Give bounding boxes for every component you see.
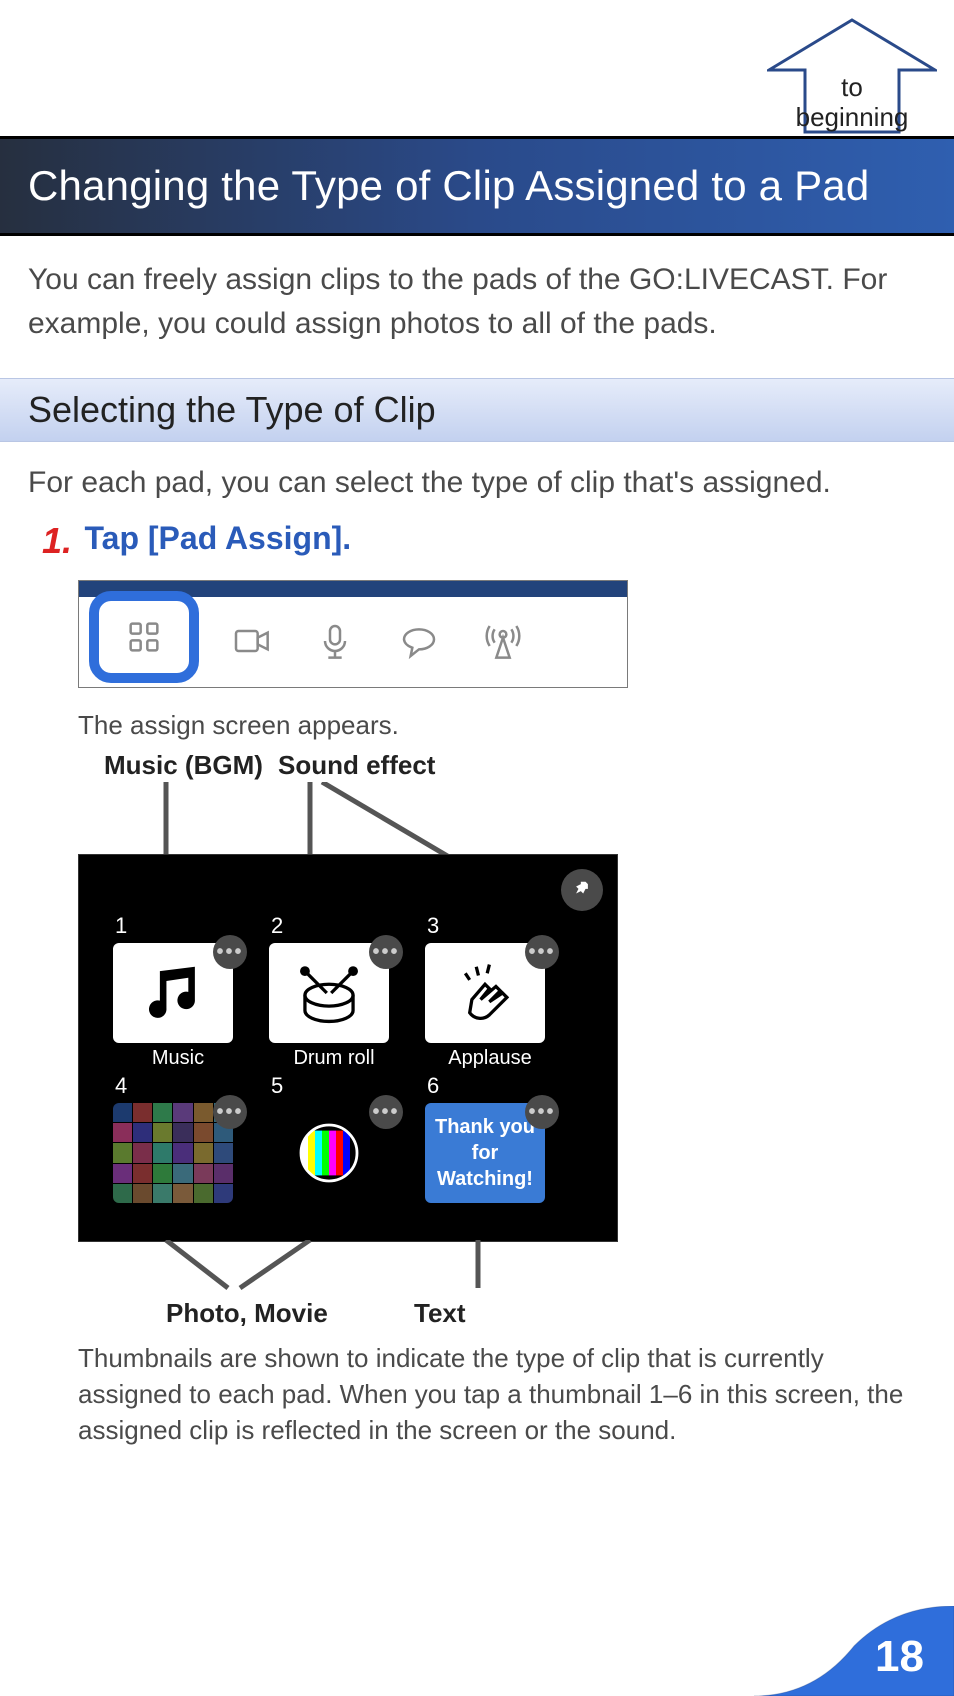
subheading-paragraph: For each pad, you can select the type of… [28, 466, 926, 500]
assign-screen: 1 ••• Music 2 ••• Drum roll 3 ••• Applau… [78, 854, 618, 1242]
grid-icon [124, 617, 164, 657]
intro-paragraph: You can freely assign clips to the pads … [28, 258, 926, 346]
chat-icon [377, 611, 461, 671]
pad-2[interactable]: 2 ••• Drum roll [269, 913, 399, 1070]
mic-icon [293, 611, 377, 671]
pad-menu-button[interactable]: ••• [525, 935, 559, 969]
page-title-band: Changing the Type of Clip Assigned to a … [0, 136, 954, 236]
pad-1[interactable]: 1 ••• Music [113, 913, 243, 1070]
pin-icon [572, 880, 592, 900]
step-1: 1. Tap [Pad Assign]. [42, 520, 351, 562]
pad-menu-button[interactable]: ••• [369, 935, 403, 969]
pad-label: Music [113, 1047, 243, 1070]
pad-5[interactable]: 5 ••• [269, 1073, 399, 1203]
thank-line2: for [472, 1140, 499, 1166]
clap-icon [450, 958, 520, 1028]
pad-menu-button[interactable]: ••• [525, 1095, 559, 1129]
music-icon [138, 958, 208, 1028]
pad-menu-button[interactable]: ••• [213, 1095, 247, 1129]
toolbar-screenshot [78, 580, 628, 688]
pad-4[interactable]: 4 ••• [113, 1073, 243, 1203]
camera-icon [209, 611, 293, 671]
step-text: Tap [Pad Assign]. [84, 520, 351, 556]
assign-appears-text: The assign screen appears. [78, 710, 399, 741]
page-number: 18 [875, 1632, 924, 1682]
pad-menu-button[interactable]: ••• [213, 935, 247, 969]
label-photo-movie: Photo, Movie [166, 1298, 328, 1329]
page-number-tab: 18 [754, 1606, 954, 1696]
to-beginning-line2: beginning [762, 102, 942, 132]
label-sound-effect: Sound effect [278, 750, 435, 781]
to-beginning-line1: to [762, 72, 942, 102]
pad-label: Applause [425, 1047, 555, 1070]
bottom-leader-lines [78, 1240, 618, 1304]
drum-icon [294, 958, 364, 1028]
label-music-bgm: Music (BGM) [104, 750, 263, 781]
step-number: 1. [42, 520, 72, 562]
pad-6[interactable]: 6 ••• Thank you for Watching! [425, 1073, 555, 1203]
thumbnail-paragraph: Thumbnails are shown to indicate the typ… [78, 1340, 914, 1448]
label-text: Text [414, 1298, 466, 1329]
thank-line3: Watching! [437, 1166, 533, 1192]
page-title: Changing the Type of Clip Assigned to a … [28, 162, 869, 210]
pad-menu-button[interactable]: ••• [369, 1095, 403, 1129]
antenna-icon [461, 611, 545, 671]
pad-label: Drum roll [269, 1047, 399, 1070]
subheading-band: Selecting the Type of Clip [0, 378, 954, 442]
pad-3[interactable]: 3 ••• Applause [425, 913, 555, 1070]
to-beginning-link[interactable]: to beginning [762, 16, 942, 136]
pin-button[interactable] [561, 869, 603, 911]
pad-assign-icon-selected [89, 591, 199, 683]
thank-line1: Thank you [435, 1114, 535, 1140]
subheading: Selecting the Type of Clip [28, 389, 436, 431]
